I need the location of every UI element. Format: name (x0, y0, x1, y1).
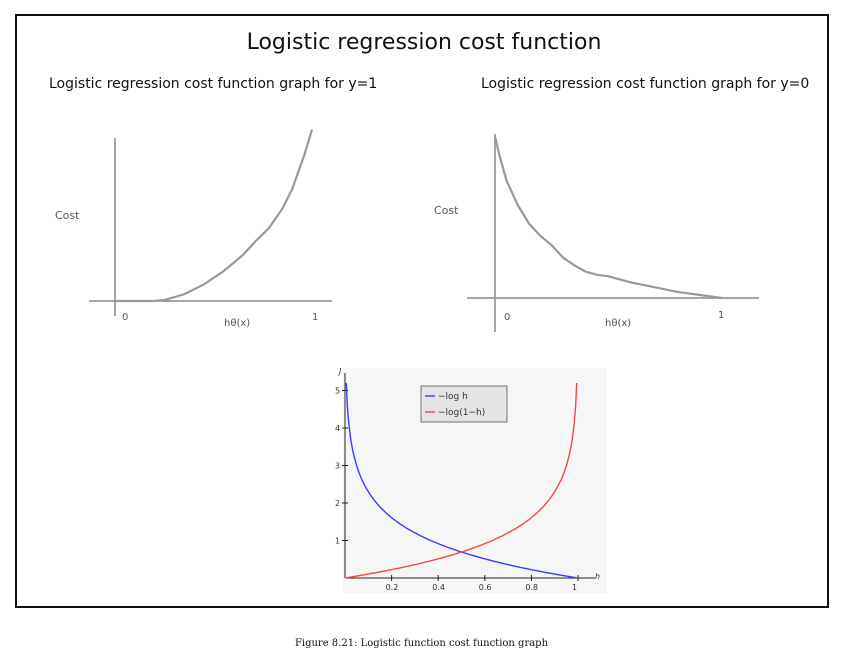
legend-label-neg-log-one-minus-h: −log(1−h) (438, 408, 485, 418)
graph-y1-xtick-1: 1 (312, 312, 318, 323)
log-cost-ylabel: J (337, 367, 342, 376)
graph-y0-xlabel: hθ(x) (605, 318, 631, 329)
figure-frame: Logistic regression cost function Logist… (15, 14, 829, 608)
y-tick-label: 5 (335, 387, 340, 396)
graph-y0-curve (493, 136, 723, 300)
log-cost-ticks: 0.2 0.4 0.6 0.8 1 1 2 3 4 5 (335, 387, 579, 592)
graph-y1-xlabel: hθ(x) (224, 318, 250, 329)
charts-canvas: Cost 0 1 hθ(x) Cost 0 1 hθ(x) 0.2 0.4 0.6 0… (55, 129, 759, 593)
right-graph-title: Logistic regression cost function graph … (481, 76, 810, 92)
left-graph-title: Logistic regression cost function graph … (49, 76, 378, 92)
graph-y0: Cost 0 1 hθ(x) (434, 134, 759, 332)
figure-caption: Figure 8.21: Logistic function cost func… (294, 638, 549, 649)
x-tick-label: 1 (572, 583, 577, 592)
graph-y0-xtick-1: 1 (718, 310, 724, 321)
figure-title: Logistic regression cost function (246, 30, 602, 55)
y-tick-label: 4 (335, 424, 340, 433)
y-tick-label: 3 (335, 462, 340, 471)
graph-y1-ylabel: Cost (55, 209, 80, 222)
log-cost-plot: 0.2 0.4 0.6 0.8 1 1 2 3 4 5 J h −log h −log(1−h) (335, 367, 607, 593)
legend-label-neg-log-h: −log h (438, 392, 468, 402)
graph-y1-xtick-0: 0 (122, 312, 128, 323)
y-tick-label: 2 (335, 499, 340, 508)
y-tick-label: 1 (335, 537, 340, 546)
x-tick-label: 0.4 (432, 583, 445, 592)
x-tick-label: 0.2 (386, 583, 399, 592)
legend: −log h −log(1−h) (420, 385, 508, 423)
legend-box (420, 385, 508, 423)
graph-y0-ylabel: Cost (434, 204, 459, 217)
graph-y1: Cost 0 1 hθ(x) (55, 129, 332, 329)
x-tick-label: 0.8 (525, 583, 538, 592)
series-neg-log-one-minus-h (344, 382, 578, 579)
graph-y0-xtick-0: 0 (504, 312, 510, 323)
x-tick-label: 0.6 (479, 583, 492, 592)
log-cost-xlabel: h (595, 572, 600, 581)
graph-y1-curve (115, 129, 314, 303)
